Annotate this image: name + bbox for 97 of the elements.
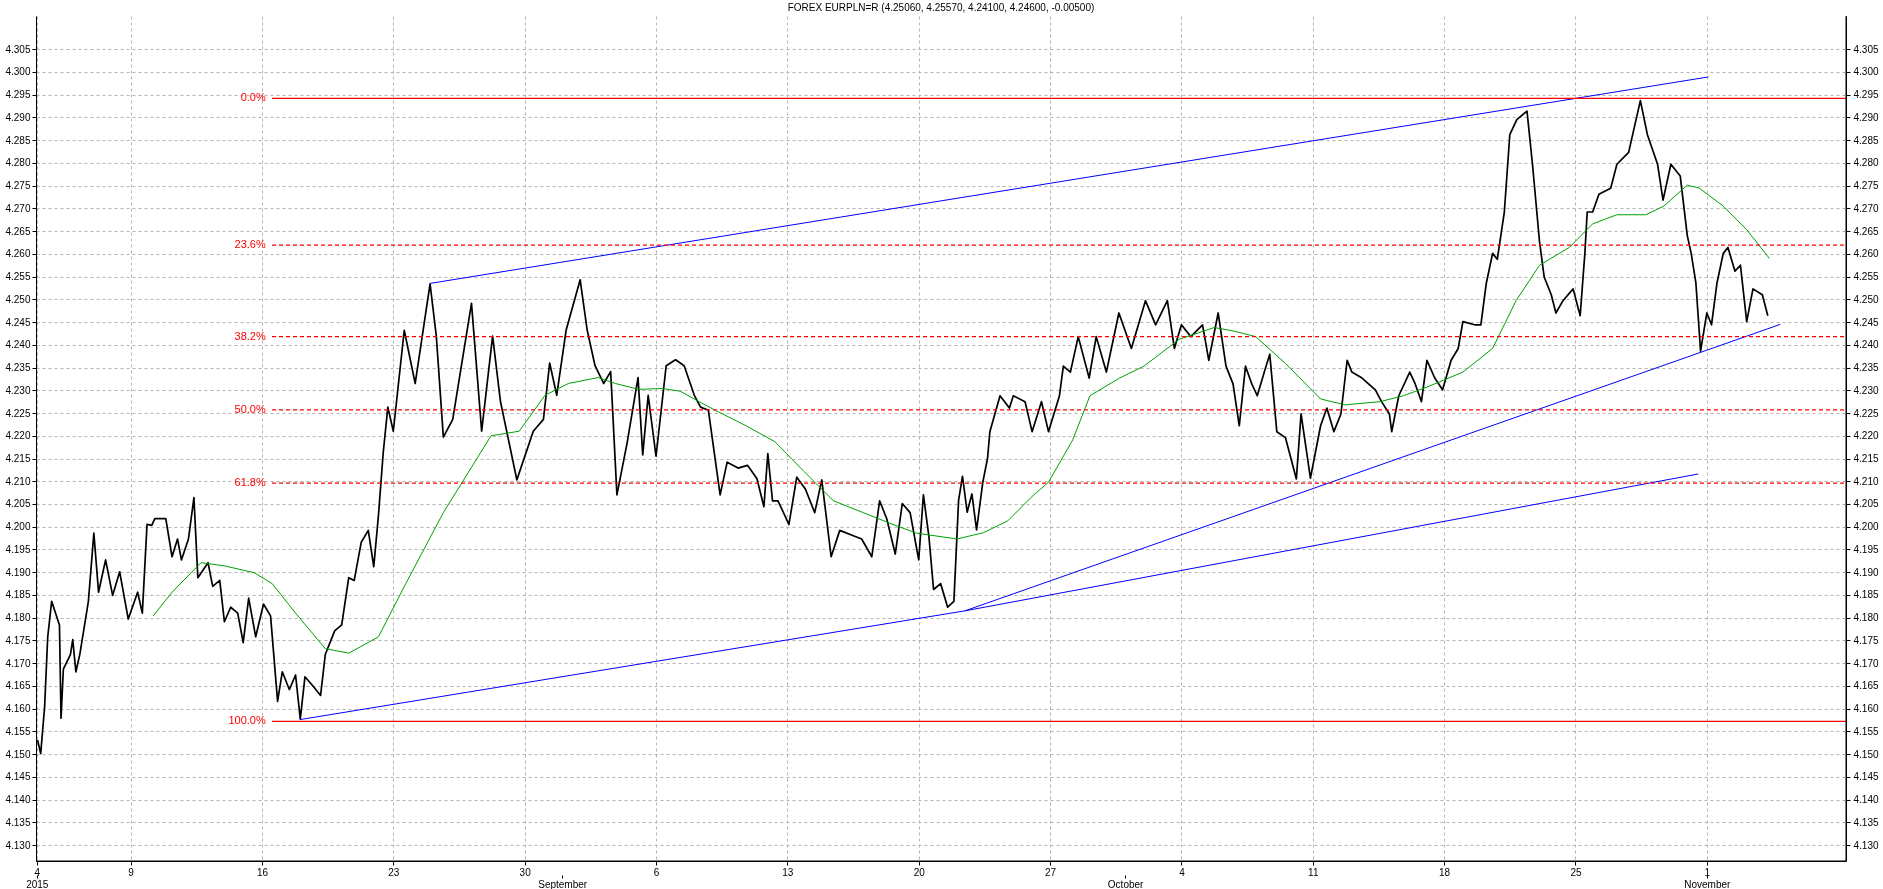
- x-tick-label: 6: [653, 866, 660, 878]
- y-tick-label: 4.165: [5, 680, 31, 692]
- y2-tick-label: 4.190: [1853, 566, 1879, 578]
- y2-tick-label: 4.195: [1853, 543, 1879, 555]
- y-tick-label: 4.275: [5, 180, 31, 192]
- annotation: 0.0%: [240, 91, 266, 104]
- y2-tick-label: 4.275: [1853, 180, 1879, 192]
- annotation: 50.0%: [234, 402, 266, 415]
- chart-title: FOREX EURPLN=R (4.25060, 4.25570, 4.24100, 4.24600, -0.00500): [787, 1, 1095, 13]
- y2-tick-label: 4.235: [1853, 362, 1879, 374]
- y-tick-label: 4.230: [5, 384, 31, 396]
- y-tick-label: 4.270: [5, 202, 31, 214]
- y-tick-label: 4.195: [5, 543, 31, 555]
- y-tick-label: 4.285: [5, 134, 31, 146]
- y2-tick-label: 4.265: [1853, 225, 1879, 237]
- y2-tick-label: 4.290: [1853, 111, 1879, 123]
- x-tick-label: 18: [1439, 866, 1451, 878]
- y2-tick-label: 4.220: [1853, 430, 1879, 442]
- y2-tick-label: 4.130: [1853, 839, 1879, 851]
- y-tick-label: 4.205: [5, 498, 31, 510]
- y2-tick-label: 4.230: [1853, 384, 1879, 396]
- x-tick-label: 25: [1570, 866, 1582, 878]
- y-tick-label: 4.135: [5, 816, 31, 828]
- y-tick-label: 4.280: [5, 157, 31, 169]
- annotation: 61.8%: [234, 476, 266, 489]
- y2-tick-label: 4.170: [1853, 657, 1879, 669]
- y2-tick-label: 4.295: [1853, 89, 1879, 101]
- y-tick-label: 4.150: [5, 748, 31, 760]
- y-tick-label: 4.175: [5, 634, 31, 646]
- y-tick-label: 4.250: [5, 293, 31, 305]
- y-tick-label: 4.170: [5, 657, 31, 669]
- y2-tick-label: 4.245: [1853, 316, 1879, 328]
- y2-tick-label: 4.160: [1853, 703, 1879, 715]
- x-tick-label: 16: [256, 866, 269, 878]
- y-tick-label: 4.255: [5, 271, 31, 283]
- x-tick-label: 4: [1179, 866, 1186, 878]
- y-tick-label: 4.220: [5, 430, 31, 442]
- x2-tick-label: 2015: [26, 878, 49, 889]
- x-tick-label: 9: [128, 866, 135, 878]
- y2-tick-label: 4.175: [1853, 634, 1879, 646]
- y-tick-label: 4.130: [5, 839, 31, 851]
- y-tick-label: 4.160: [5, 703, 31, 715]
- y2-tick-label: 4.140: [1853, 794, 1879, 806]
- annotation: 100.0%: [228, 714, 266, 727]
- y-tick-label: 4.290: [5, 111, 31, 123]
- y2-tick-label: 4.305: [1853, 43, 1879, 55]
- y2-tick-label: 4.300: [1853, 66, 1879, 78]
- y2-tick-label: 4.145: [1853, 771, 1879, 783]
- y-tick-label: 4.305: [5, 43, 31, 55]
- x-tick-label: 13: [782, 866, 794, 878]
- y2-tick-label: 4.255: [1853, 271, 1879, 283]
- y-tick-label: 4.245: [5, 316, 31, 328]
- y2-tick-label: 4.185: [1853, 589, 1879, 601]
- y-tick-label: 4.210: [5, 475, 31, 487]
- y-tick-label: 4.300: [5, 66, 31, 78]
- x2-tick-label: September: [538, 878, 588, 889]
- y2-tick-label: 4.250: [1853, 293, 1879, 305]
- y-tick-label: 4.225: [5, 407, 31, 419]
- y2-tick-label: 4.225: [1853, 407, 1879, 419]
- annotation: 23.6%: [234, 238, 266, 251]
- y2-tick-label: 4.285: [1853, 134, 1879, 146]
- y-tick-label: 4.155: [5, 725, 31, 737]
- y-tick-label: 4.200: [5, 521, 31, 533]
- y-tick-label: 4.215: [5, 453, 31, 465]
- y2-tick-label: 4.155: [1853, 725, 1879, 737]
- x-tick-label: 30: [519, 866, 532, 878]
- y2-tick-label: 4.200: [1853, 521, 1879, 533]
- x-tick-label: 27: [1045, 866, 1057, 878]
- y-tick-label: 4.260: [5, 248, 31, 260]
- x-tick-label: 23: [388, 866, 400, 878]
- x-tick-label: 1: [1704, 866, 1711, 878]
- y-tick-label: 4.240: [5, 339, 31, 351]
- y-tick-label: 4.145: [5, 771, 31, 783]
- y-tick-label: 4.235: [5, 362, 31, 374]
- y-tick-label: 4.295: [5, 89, 31, 101]
- y2-tick-label: 4.150: [1853, 748, 1879, 760]
- x-tick-label: 20: [913, 866, 926, 878]
- y-tick-label: 4.180: [5, 612, 31, 624]
- y2-tick-label: 4.280: [1853, 157, 1879, 169]
- y2-tick-label: 4.205: [1853, 498, 1879, 510]
- y-tick-label: 4.185: [5, 589, 31, 601]
- y2-tick-label: 4.260: [1853, 248, 1879, 260]
- x-tick-label: 11: [1308, 866, 1319, 878]
- y2-tick-label: 4.215: [1853, 453, 1879, 465]
- y2-tick-label: 4.270: [1853, 202, 1879, 214]
- y2-tick-label: 4.180: [1853, 612, 1879, 624]
- y2-tick-label: 4.165: [1853, 680, 1879, 692]
- y-tick-label: 4.265: [5, 225, 31, 237]
- x2-tick-label: October: [1107, 878, 1145, 889]
- y2-tick-label: 4.240: [1853, 339, 1879, 351]
- x2-tick-label: November: [1684, 878, 1732, 889]
- y-tick-label: 4.190: [5, 566, 31, 578]
- y2-tick-label: 4.210: [1853, 475, 1879, 487]
- annotation: 38.2%: [234, 329, 266, 342]
- x-tick-label: 4: [34, 866, 41, 878]
- y2-tick-label: 4.135: [1853, 816, 1879, 828]
- y-tick-label: 4.140: [5, 794, 31, 806]
